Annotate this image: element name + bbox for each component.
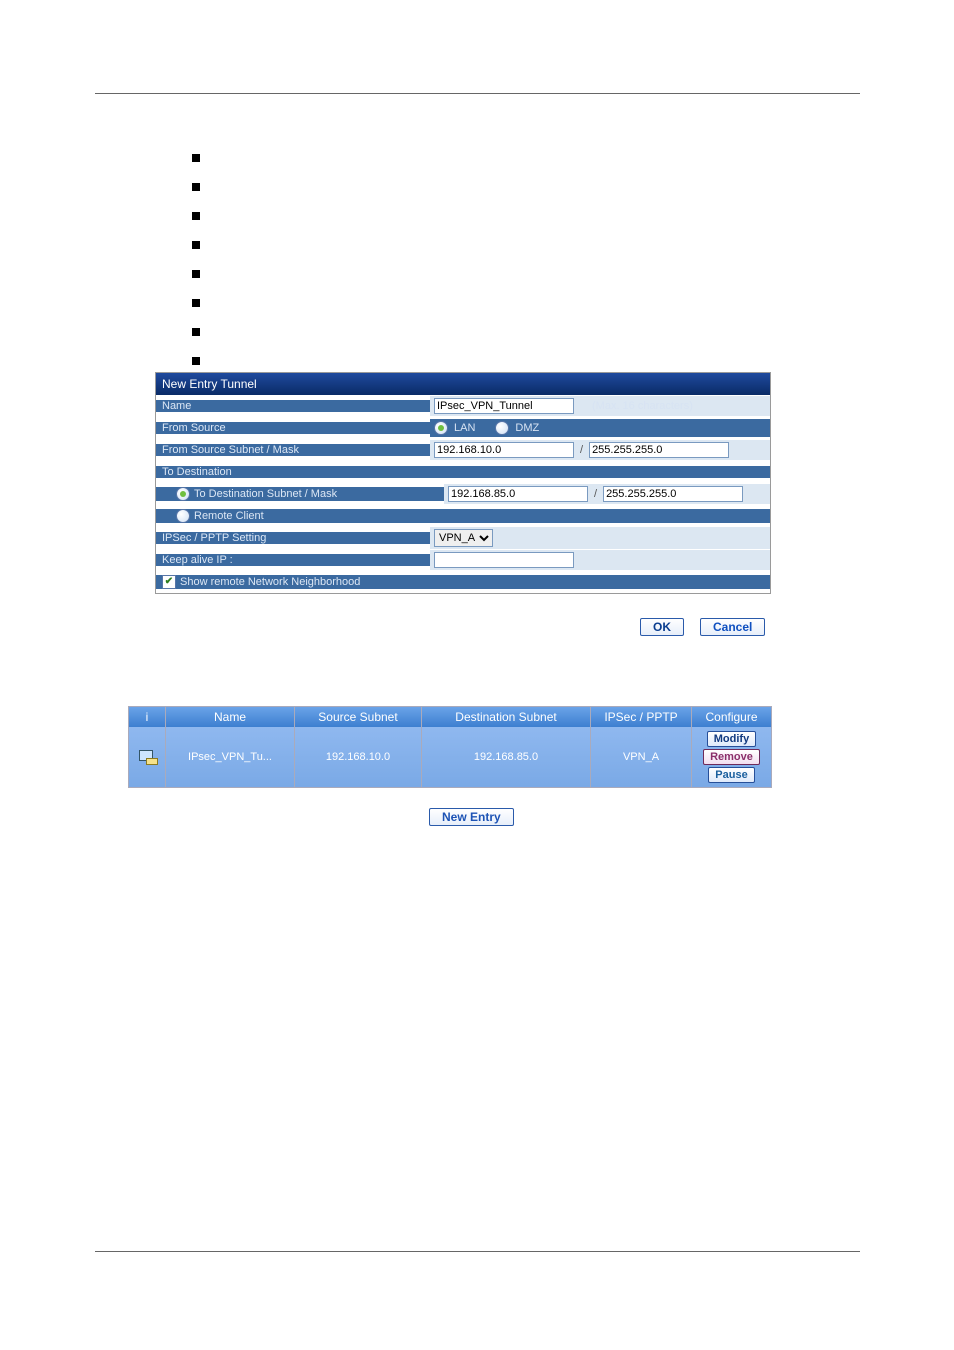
lan-radio[interactable] xyxy=(434,421,448,435)
th-ipsec: IPSec / PPTP xyxy=(591,707,692,727)
new-entry-button[interactable]: New Entry xyxy=(429,808,514,826)
dmz-radio-label: DMZ xyxy=(515,422,539,434)
keepalive-label: Keep alive IP : xyxy=(156,554,430,566)
from-source-label: From Source xyxy=(156,422,430,434)
td-ipsec: VPN_A xyxy=(591,727,692,787)
name-label: Name xyxy=(156,400,430,412)
to-destination-label: To Destination xyxy=(156,466,770,478)
bullet-list xyxy=(152,150,792,382)
slash-2: / xyxy=(594,488,597,500)
divider-bottom xyxy=(95,1251,860,1252)
th-configure: Configure xyxy=(692,707,771,727)
dmz-radio[interactable] xyxy=(495,421,509,435)
ok-cancel-bar: OK Cancel xyxy=(640,618,765,636)
remote-client-label: Remote Client xyxy=(194,510,264,522)
from-mask-label: From Source Subnet / Mask xyxy=(156,444,430,456)
pause-button[interactable]: Pause xyxy=(708,767,754,783)
form-title: New Entry Tunnel xyxy=(156,373,770,395)
status-icon xyxy=(139,750,155,764)
divider-top xyxy=(95,93,860,94)
from-mask-input[interactable] xyxy=(589,442,729,458)
lan-radio-label: LAN xyxy=(454,422,475,434)
from-ip-input[interactable] xyxy=(434,442,574,458)
th-name: Name xyxy=(166,707,295,727)
th-source: Source Subnet xyxy=(295,707,422,727)
td-source: 192.168.10.0 xyxy=(295,727,422,787)
to-mask-label: To Destination Subnet / Mask xyxy=(194,488,337,500)
th-destination: Destination Subnet xyxy=(422,707,591,727)
table-row: IPsec_VPN_Tu... 192.168.10.0 192.168.85.… xyxy=(129,727,771,787)
td-name: IPsec_VPN_Tu... xyxy=(166,727,295,787)
to-subnet-radio[interactable] xyxy=(176,487,190,501)
ipsec-select[interactable]: VPN_A xyxy=(434,529,493,547)
to-mask-input[interactable] xyxy=(603,486,743,502)
to-ip-input[interactable] xyxy=(448,486,588,502)
th-i: i xyxy=(129,707,166,727)
td-destination: 192.168.85.0 xyxy=(422,727,591,787)
tunnel-table: i Name Source Subnet Destination Subnet … xyxy=(128,706,772,788)
remote-client-radio[interactable] xyxy=(176,509,190,523)
remove-button[interactable]: Remove xyxy=(703,749,760,765)
show-nn-checkbox[interactable] xyxy=(162,575,176,589)
modify-button[interactable]: Modify xyxy=(707,731,756,747)
ok-button[interactable]: OK xyxy=(640,618,684,636)
cancel-button[interactable]: Cancel xyxy=(700,618,765,636)
keepalive-input[interactable] xyxy=(434,552,574,568)
name-input[interactable] xyxy=(434,398,574,414)
slash: / xyxy=(580,444,583,456)
show-nn-label: Show remote Network Neighborhood xyxy=(180,576,360,588)
tunnel-form: New Entry Tunnel Name (Max. 16 character… xyxy=(155,372,771,594)
name-note: (Max. 16 characters) xyxy=(592,400,693,412)
ipsec-label: IPSec / PPTP Setting xyxy=(156,532,430,544)
